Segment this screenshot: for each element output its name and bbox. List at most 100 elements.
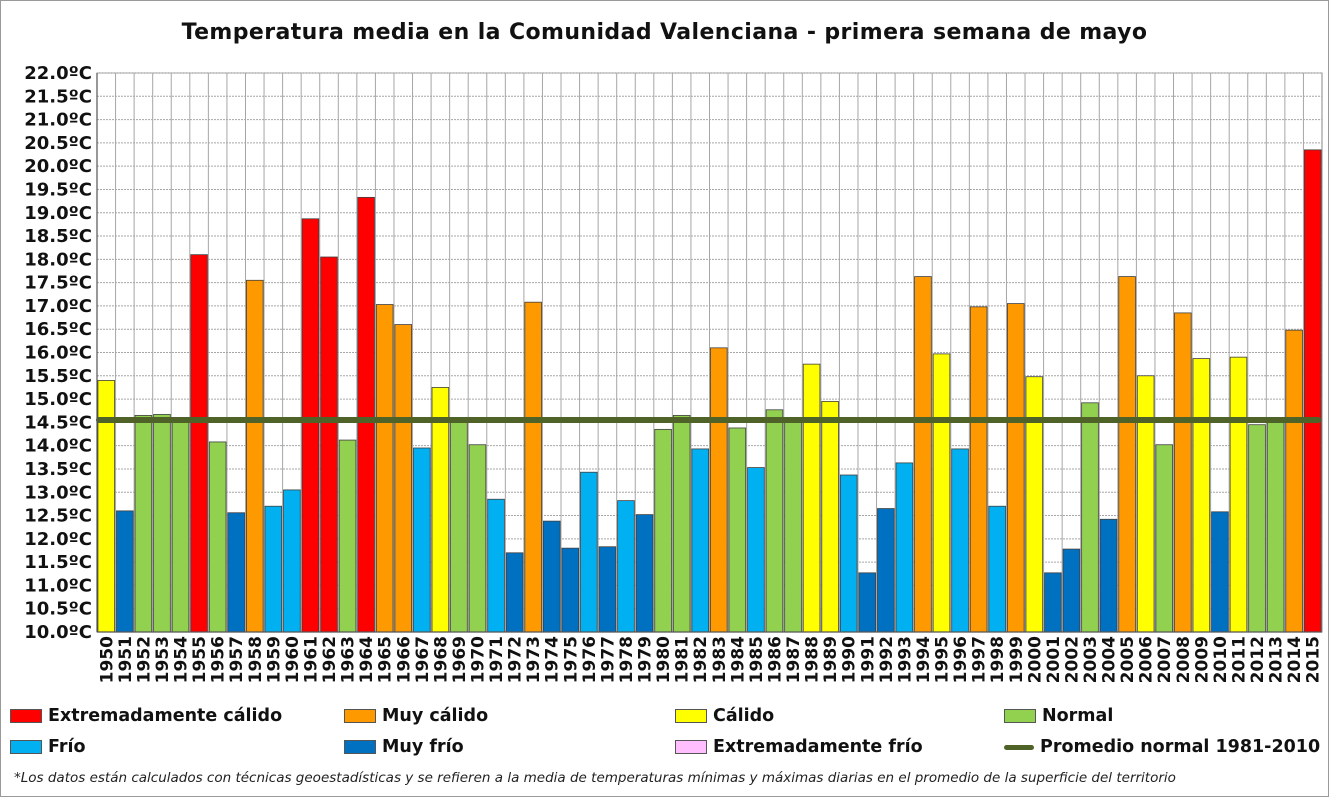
x-tick-label: 1994 — [914, 636, 934, 683]
x-tick-label: 2003 — [1081, 636, 1101, 683]
legend-item: Muy cálido — [344, 706, 488, 726]
y-tick-label: 17.5ºC — [24, 273, 92, 294]
x-tick-label: 1991 — [858, 636, 878, 683]
y-tick-label: 21.5ºC — [24, 86, 92, 107]
bar — [691, 448, 709, 633]
x-tick-label: 1988 — [803, 636, 823, 683]
bar — [1006, 303, 1025, 633]
x-tick-label: 1955 — [190, 636, 210, 683]
bar — [617, 500, 635, 633]
bar — [246, 279, 264, 633]
bar — [1248, 424, 1266, 633]
y-tick-label: 20.0ºC — [24, 156, 92, 177]
bar — [171, 421, 190, 633]
legend-swatch — [344, 740, 376, 754]
bar — [877, 508, 895, 633]
x-tick-label: 1968 — [431, 636, 451, 683]
x-tick-label: 1960 — [283, 636, 303, 683]
x-tick-label: 1970 — [468, 636, 488, 683]
x-tick-label: 2000 — [1025, 636, 1045, 683]
x-tick-label: 1983 — [710, 636, 730, 683]
x-tick-label: 1986 — [765, 636, 785, 683]
x-tick-label: 1997 — [970, 636, 990, 683]
y-tick-label: 18.0ºC — [24, 249, 92, 270]
bar — [598, 546, 617, 633]
x-tick-label: 1951 — [116, 636, 136, 683]
x-tick-label: 2002 — [1062, 636, 1082, 683]
x-tick-label: 1958 — [246, 636, 266, 683]
legend-swatch — [10, 740, 42, 754]
y-tick-label: 19.5ºC — [24, 179, 92, 200]
legend-item: Extremadamente frío — [675, 737, 923, 757]
x-tick-label: 2010 — [1211, 636, 1231, 683]
bar — [1192, 358, 1211, 633]
bar — [580, 471, 598, 633]
bar — [542, 520, 561, 633]
bar — [116, 510, 134, 633]
x-tick-label: 1975 — [561, 636, 581, 683]
x-tick-label: 1959 — [264, 636, 284, 683]
x-tick-label: 1962 — [320, 636, 340, 683]
legend-label: Normal — [1042, 706, 1114, 726]
y-tick-label: 11.5ºC — [24, 552, 92, 573]
y-tick-label: 21.0ºC — [24, 110, 92, 131]
bar — [988, 505, 1006, 633]
x-tick-label: 1993 — [895, 636, 915, 683]
legend-label: Muy cálido — [382, 706, 489, 726]
x-tick-label: 1996 — [951, 636, 971, 683]
y-tick-label: 22.0ºC — [24, 63, 92, 84]
y-tick-label: 17.0ºC — [24, 296, 92, 317]
x-tick-label: 1952 — [134, 636, 154, 683]
x-tick-label: 1972 — [506, 636, 526, 683]
x-tick-label: 1961 — [301, 636, 321, 683]
x-tick-label: 1977 — [598, 636, 618, 683]
x-tick-label: 1980 — [654, 636, 674, 683]
bar — [1099, 518, 1118, 633]
bar — [375, 304, 394, 633]
x-tick-label: 1990 — [840, 636, 860, 683]
bar — [654, 428, 672, 633]
bar — [969, 306, 988, 633]
x-tick-label: 1967 — [413, 636, 433, 683]
bar — [357, 196, 375, 633]
bar — [413, 447, 431, 633]
bar — [951, 448, 969, 633]
bar — [320, 256, 338, 633]
x-tick-label: 1999 — [1007, 636, 1027, 683]
x-tick-label: 1965 — [376, 636, 396, 683]
y-tick-label: 12.0ºC — [24, 529, 92, 550]
bar — [802, 363, 821, 633]
x-tick-label: 1982 — [691, 636, 711, 683]
y-tick-label: 13.0ºC — [24, 482, 92, 503]
x-tick-label: 2005 — [1118, 636, 1138, 683]
x-tick-label: 1956 — [209, 636, 229, 683]
bar — [1211, 511, 1229, 633]
bar — [635, 514, 654, 633]
x-tick-label: 1963 — [339, 636, 359, 683]
x-tick-label: 2008 — [1174, 636, 1194, 683]
bar — [450, 419, 468, 633]
x-tick-label: 1971 — [487, 636, 507, 683]
legend-label: Frío — [48, 737, 86, 757]
x-tick-label: 1981 — [673, 636, 693, 683]
legend-item: Extremadamente cálido — [10, 706, 282, 726]
bar — [1174, 312, 1192, 633]
bar — [728, 427, 747, 633]
legend-item: Normal — [1004, 706, 1113, 726]
legend-swatch — [1004, 709, 1036, 723]
y-tick-label: 14.5ºC — [24, 412, 92, 433]
bar — [153, 414, 171, 633]
x-tick-label: 1973 — [524, 636, 544, 683]
y-tick-label: 19.0ºC — [24, 203, 92, 224]
bar — [394, 324, 413, 633]
x-tick-label: 1950 — [97, 636, 117, 683]
x-tick-label: 1969 — [450, 636, 470, 683]
chart-title: Temperatura media en la Comunidad Valenc… — [181, 20, 1148, 45]
bar — [821, 401, 839, 633]
footnote: *Los datos están calculados con técnicas… — [14, 770, 1176, 786]
bar — [1303, 149, 1322, 633]
bar — [1118, 276, 1136, 633]
x-tick-label: 1979 — [636, 636, 656, 683]
bar — [505, 552, 524, 633]
